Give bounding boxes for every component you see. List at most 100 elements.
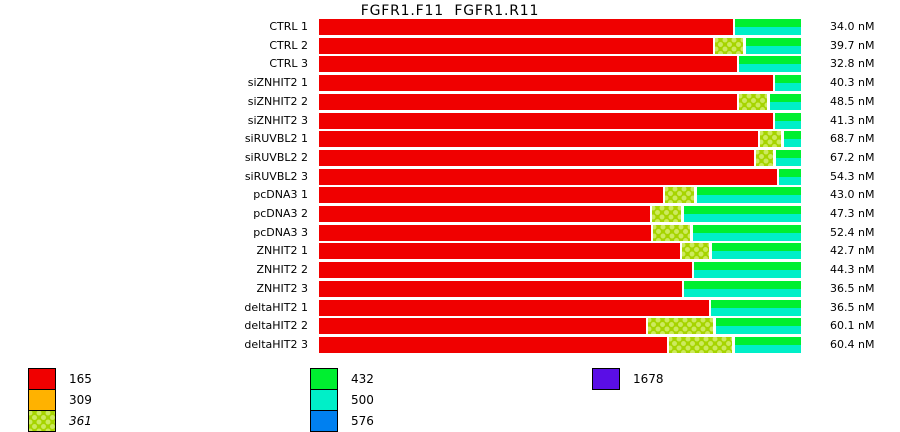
legend-size-label: 165	[69, 372, 92, 386]
segment-165	[319, 337, 667, 353]
stacked-bar	[319, 150, 801, 166]
concentration-value: 43.0 nM	[830, 188, 875, 201]
segment-500	[710, 308, 801, 316]
segment-500	[778, 177, 801, 185]
segment-165	[319, 225, 652, 241]
segment-165	[319, 56, 737, 72]
segment-165	[319, 169, 777, 185]
segment-432-500	[735, 19, 801, 35]
segment-432-500	[697, 187, 801, 203]
legend-item: 1678	[592, 368, 664, 390]
concentration-value: 47.3 nM	[830, 207, 875, 220]
segment-500	[715, 326, 801, 334]
bar-row: siRUVBL2 2 67.2 nM	[0, 150, 900, 166]
legend-item: 576	[310, 410, 374, 432]
segment-432-500	[710, 300, 801, 316]
legend-column: 1678	[592, 368, 664, 390]
sample-label: siZNHIT2 3	[247, 114, 308, 127]
segment-165	[319, 243, 681, 259]
sample-label: CTRL 3	[269, 57, 308, 70]
stacked-bar	[319, 225, 801, 241]
segment-432-500	[745, 38, 801, 54]
legend-item: 361	[28, 410, 92, 432]
segment-432	[712, 243, 801, 251]
segment-500	[738, 64, 801, 72]
segment-432	[697, 187, 801, 195]
stacked-bar	[319, 281, 801, 297]
bar-row: ZNHIT2 3 36.5 nM	[0, 281, 900, 297]
concentration-value: 68.7 nM	[830, 132, 875, 145]
bar-row: ZNHIT2 2 44.3 nM	[0, 262, 900, 278]
segment-361	[665, 187, 695, 203]
segment-432	[715, 318, 801, 326]
segment-500	[697, 195, 801, 203]
sample-label: deltaHIT2 3	[244, 338, 308, 351]
bar-row: siRUVBL2 3 54.3 nM	[0, 169, 900, 185]
segment-432-500	[775, 113, 801, 129]
legend-item: 165	[28, 368, 92, 390]
segment-500	[769, 102, 801, 110]
bar-row: CTRL 1 34.0 nM	[0, 19, 900, 35]
segment-432-500	[684, 206, 801, 222]
segment-165	[319, 318, 646, 334]
legend-size-label: 1678	[633, 372, 664, 386]
legend-size-label: 361	[69, 414, 92, 428]
sample-label: ZNHIT2 2	[256, 263, 309, 276]
segment-432	[710, 300, 801, 308]
segment-165	[319, 75, 774, 91]
segment-432-500	[775, 150, 801, 166]
segment-165	[319, 281, 682, 297]
segment-500	[745, 46, 801, 54]
bar-row: pcDNA3 3 52.4 nM	[0, 225, 900, 241]
legend-item: 309	[28, 389, 92, 411]
concentration-value: 40.3 nM	[830, 76, 875, 89]
segment-165	[319, 94, 737, 110]
bar-row: deltaHIT2 2 60.1 nM	[0, 318, 900, 334]
stacked-bar	[319, 300, 801, 316]
segment-500	[683, 289, 801, 297]
segment-361	[653, 225, 691, 241]
concentration-value: 67.2 nM	[830, 151, 875, 164]
segment-361	[647, 318, 713, 334]
legend-item: 500	[310, 389, 374, 411]
sample-label: siRUVBL2 1	[244, 132, 308, 145]
concentration-value: 48.5 nM	[830, 95, 875, 108]
concentration-value: 41.3 nM	[830, 114, 875, 127]
legend-swatch	[310, 389, 338, 411]
segment-432	[735, 337, 801, 345]
segment-432	[784, 131, 801, 139]
segment-165	[319, 113, 774, 129]
segment-500	[694, 270, 801, 278]
bar-row: deltaHIT2 1 36.5 nM	[0, 300, 900, 316]
bar-row: siZNHIT2 1 40.3 nM	[0, 75, 900, 91]
segment-500	[684, 214, 801, 222]
legend-item: 432	[310, 368, 374, 390]
segment-361	[669, 337, 733, 353]
concentration-value: 34.0 nM	[830, 20, 875, 33]
sample-label: CTRL 2	[269, 39, 308, 52]
segment-500	[784, 139, 801, 147]
bar-row: deltaHIT2 3 60.4 nM	[0, 337, 900, 353]
segment-500	[775, 83, 801, 91]
segment-165	[319, 150, 754, 166]
legend-swatch	[28, 368, 56, 390]
stacked-bar	[319, 337, 801, 353]
segment-432-500	[683, 281, 801, 297]
stacked-bar	[319, 206, 801, 222]
bar-row: siZNHIT2 3 41.3 nM	[0, 113, 900, 129]
stacked-bar	[319, 75, 801, 91]
legend-size-label: 309	[69, 393, 92, 407]
concentration-value: 44.3 nM	[830, 263, 875, 276]
concentration-value: 42.7 nM	[830, 244, 875, 257]
legend-size-label: 500	[351, 393, 374, 407]
bar-row: siZNHIT2 2 48.5 nM	[0, 94, 900, 110]
stacked-bar	[319, 113, 801, 129]
stacked-bar	[319, 169, 801, 185]
segment-165	[319, 38, 713, 54]
segment-432	[738, 56, 801, 64]
chart-title: FGFR1.F11 FGFR1.R11	[360, 3, 540, 19]
stacked-bar	[319, 19, 801, 35]
sample-label: siRUVBL2 2	[244, 151, 308, 164]
stacked-bar	[319, 94, 801, 110]
legend-swatch	[310, 410, 338, 432]
